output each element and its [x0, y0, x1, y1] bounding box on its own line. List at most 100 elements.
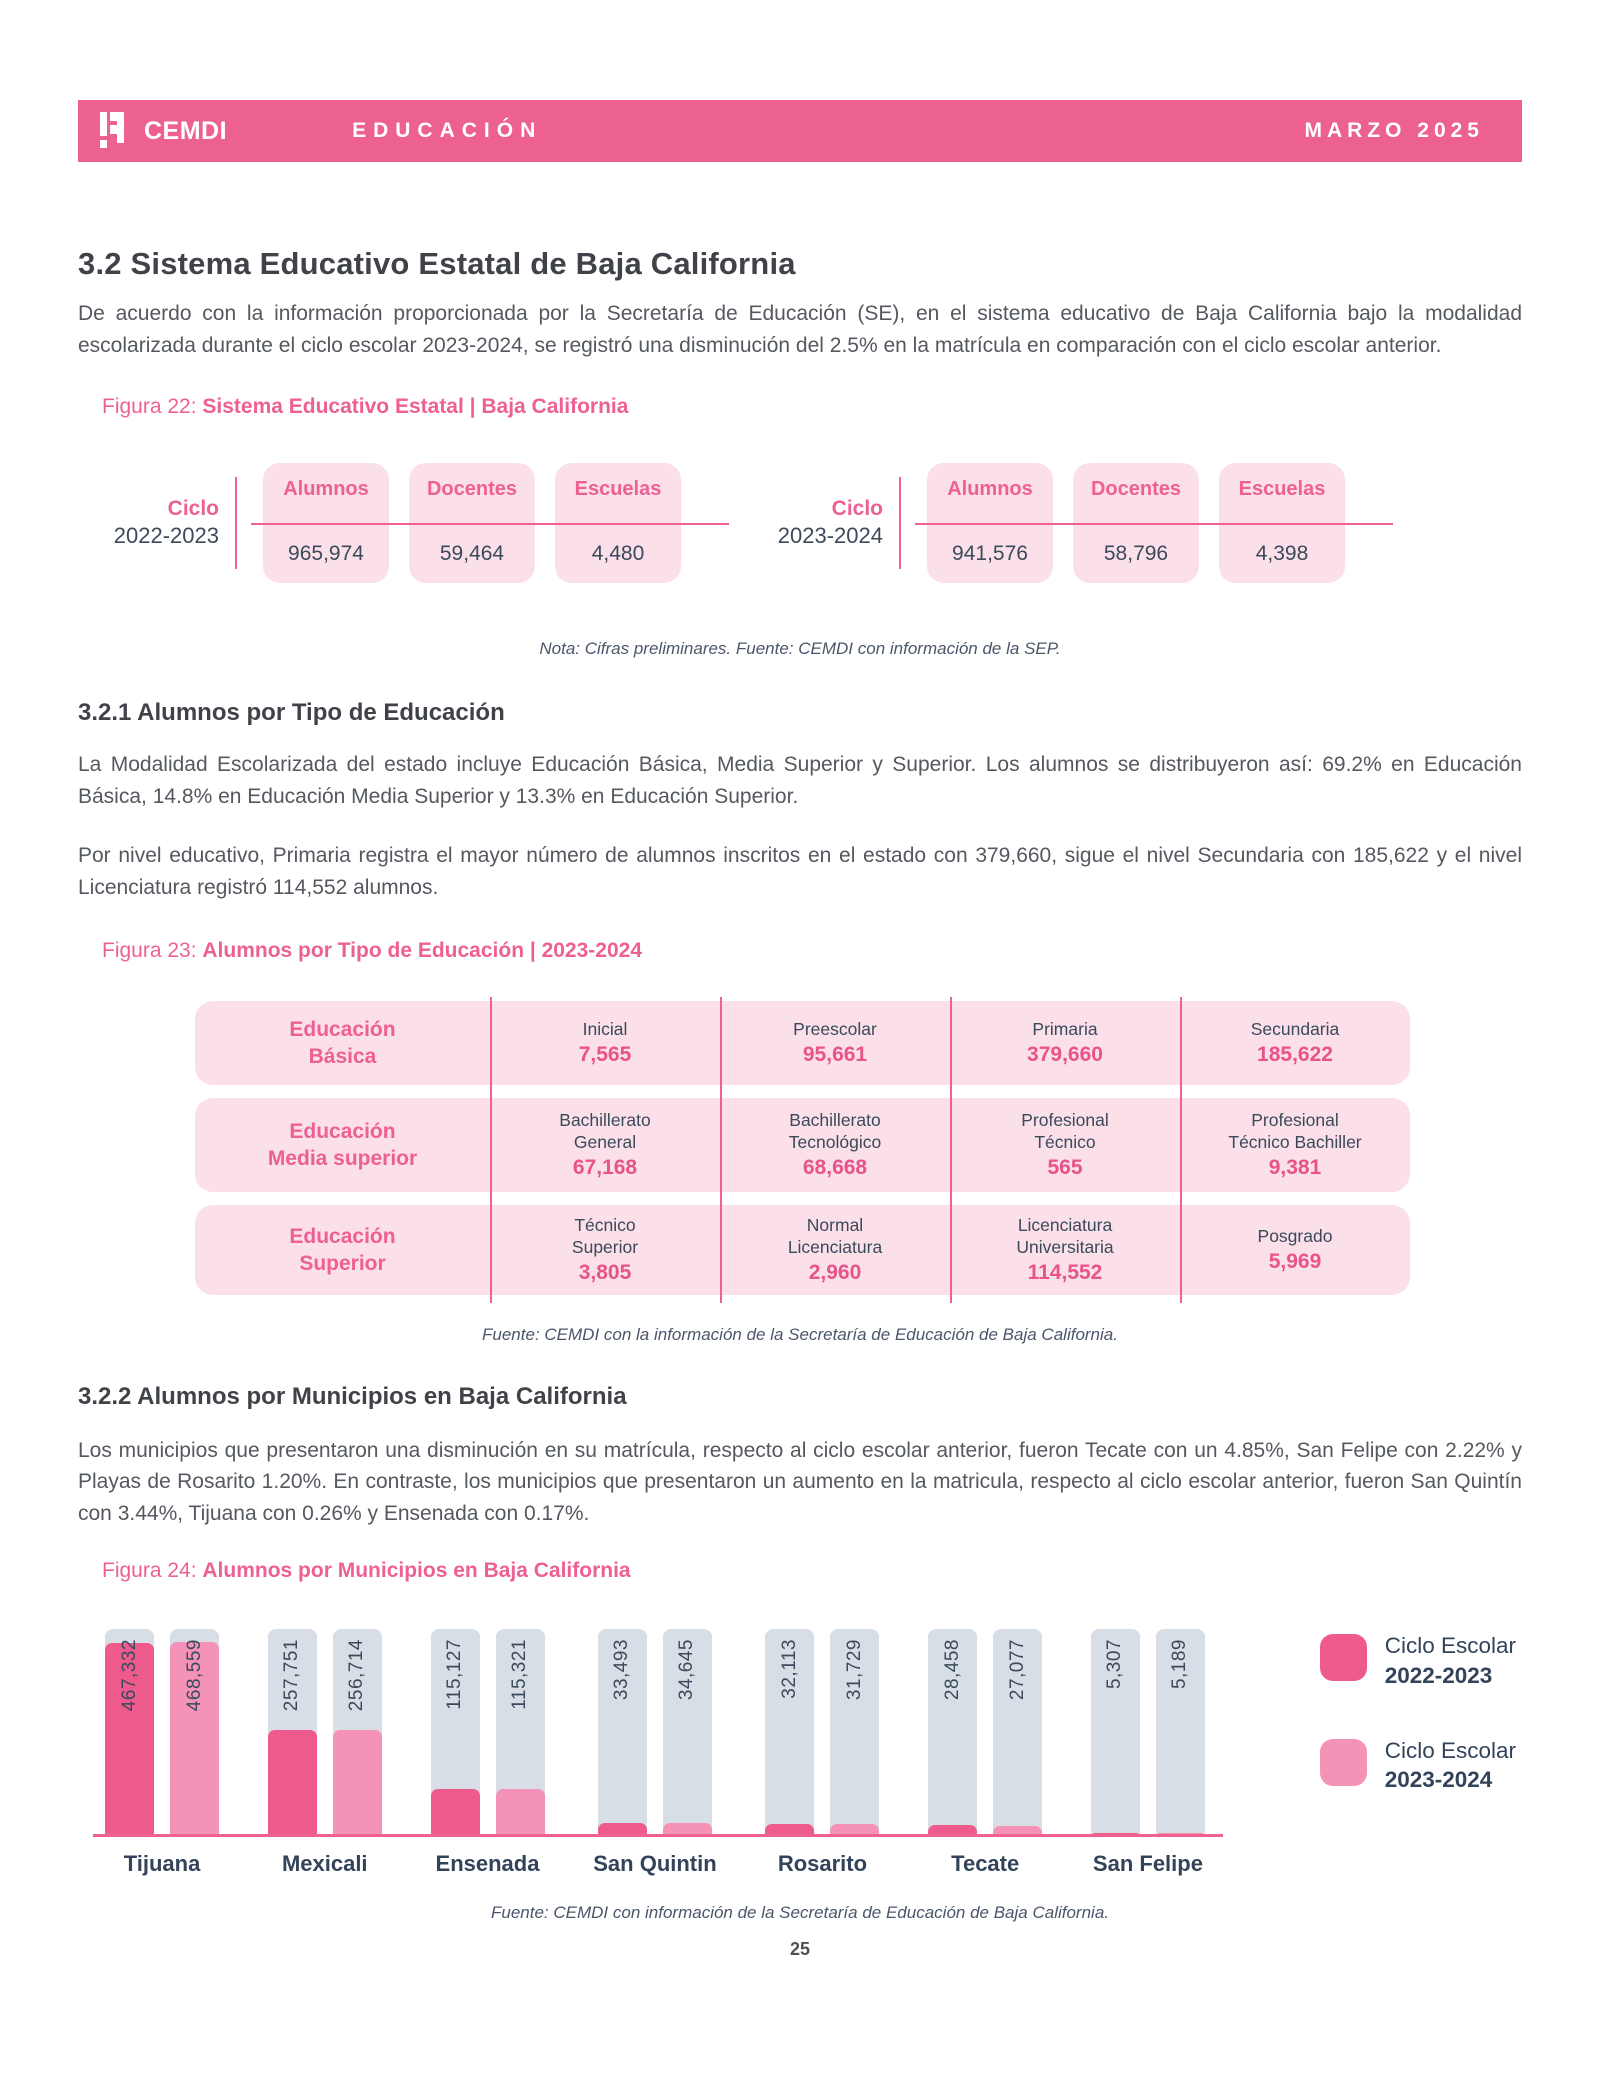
section-3-2-1-paragraph-1: La Modalidad Escolarizada del estado inc…	[78, 753, 1522, 808]
bar-value-label: 27,077	[1006, 1639, 1028, 1701]
x-axis-line	[93, 1834, 1223, 1838]
header-section-title: EDUCACIÓN	[352, 119, 543, 142]
bar-fill	[495, 1789, 545, 1838]
bar-track: 5,307	[1090, 1629, 1140, 1838]
cell-name: Secundaria	[1250, 1019, 1340, 1040]
section-3-2-2-paragraph: Los municipios que presentaron una dismi…	[78, 1438, 1522, 1525]
stat-card-label: Docentes	[1090, 478, 1182, 500]
table-cell: Bachillerato Tecnológico 68,668	[720, 1100, 950, 1190]
legend-item-2022-2023: Ciclo Escolar 2022-2023	[1319, 1631, 1516, 1690]
legend-ciclo: 2022-2023	[1384, 1662, 1493, 1688]
stat-card-value: 58,796	[1103, 542, 1169, 565]
header-date: MARZO 2025	[1304, 119, 1484, 142]
bar-pair: 257,751 256,714	[267, 1629, 382, 1838]
stat-card-value: 4,480	[591, 542, 645, 565]
brand-name: CEMDI	[144, 116, 228, 145]
bar-pair: 32,113 31,729	[765, 1629, 880, 1838]
stat-card-label: Escuelas	[1238, 478, 1326, 500]
cell-name: Profesional Técnico	[1021, 1110, 1109, 1152]
bar-group: 32,113 31,729 Rosarito	[765, 1629, 880, 1877]
figura-23-caption: Figura 23: Alumnos por Tipo de Educación…	[102, 939, 1522, 963]
stat-card-value: 59,464	[439, 542, 505, 565]
cell-name: Preescolar	[793, 1019, 877, 1040]
table-column-divider	[950, 997, 952, 1303]
intro-paragraph: De acuerdo con la información proporcion…	[78, 302, 1522, 357]
table-cell: Preescolar 95,661	[720, 1009, 950, 1077]
bar-value-label: 115,127	[444, 1639, 465, 1711]
bar-fill	[662, 1823, 712, 1838]
table-cell: Secundaria 185,622	[1180, 1009, 1410, 1077]
row-label-line1: Educación	[289, 1017, 396, 1041]
cell-name: Posgrado	[1257, 1225, 1333, 1246]
vertical-divider	[899, 477, 901, 569]
ciclo-2022-2023-group: Ciclo 2022-2023 Alumnos 965,974 Docentes…	[103, 463, 729, 583]
bar-track: 467,332	[105, 1629, 154, 1838]
table-cell: Inicial 7,565	[490, 1009, 720, 1077]
ciclo-label-block: Ciclo 2022-2023	[103, 496, 235, 550]
bar-group: 467,332 468,559 Tijuana	[105, 1629, 219, 1877]
ciclo-word: Ciclo	[167, 497, 219, 521]
bar-fill	[332, 1730, 382, 1838]
bar-pair: 467,332 468,559	[105, 1629, 219, 1838]
ciclo-year: 2023-2024	[777, 523, 883, 549]
figura-23-caption-title: Alumnos por Tipo de Educación | 2023-202…	[202, 939, 642, 962]
cell-value: 67,168	[572, 1155, 638, 1179]
figura-22-caption-prefix: Figura 22:	[102, 395, 203, 418]
bar-value-label: 5,307	[1104, 1639, 1126, 1690]
cell-value: 2,960	[808, 1260, 862, 1284]
bar-track: 256,714	[332, 1629, 382, 1838]
category-label: Tijuana	[123, 1851, 201, 1877]
figura-24-caption-title: Alumnos por Municipios en Baja Californi…	[202, 1559, 631, 1583]
section-3-2-2-heading: 3.2.2 Alumnos por Municipios en Baja Cal…	[78, 1382, 627, 1410]
page-content: CEMDI EDUCACIÓN MARZO 2025 3.2 Sistema E…	[78, 100, 1522, 1960]
table-column-divider	[490, 997, 492, 1303]
table-cell: Licenciatura Universitaria 114,552	[950, 1205, 1180, 1295]
bar-value-label: 256,714	[346, 1639, 368, 1712]
bar-value-label: 5,189	[1169, 1639, 1191, 1690]
ciclo-year: 2022-2023	[113, 523, 219, 549]
legend-text: Ciclo Escolar 2023-2024	[1385, 1736, 1516, 1795]
bar-value-label: 34,645	[676, 1639, 698, 1701]
row-label-line2: Media superior	[267, 1147, 418, 1170]
bar-group: 33,493 34,645 San Quintin	[593, 1629, 717, 1877]
table-row-educacion-superior: Educación Superior Técnico Superior 3,80…	[195, 1205, 1410, 1295]
bar-value-label: 468,559	[183, 1639, 205, 1712]
table-row-educacion-basica: Educación Básica Inicial 7,565 Preescola…	[195, 1001, 1410, 1085]
figura-22-caption-title: Sistema Educativo Estatal | Baja Califor…	[202, 395, 629, 418]
legend-text: Ciclo Escolar 2022-2023	[1385, 1631, 1516, 1690]
section-3-2-1-heading: 3.2.1 Alumnos por Tipo de Educación	[78, 699, 505, 726]
stat-card-value: 4,398	[1255, 542, 1309, 565]
stat-card-label: Docentes	[426, 478, 518, 500]
figura-24-caption-prefix: Figura 24:	[102, 1559, 203, 1583]
legend-swatch	[1319, 1738, 1367, 1786]
vertical-divider	[235, 477, 237, 569]
bar-track: 468,559	[170, 1629, 219, 1838]
figura-24-fuente: Fuente: CEMDI con información de la Secr…	[491, 1903, 1109, 1923]
legend-ciclo: 2023-2024	[1384, 1767, 1493, 1792]
legend-swatch	[1319, 1634, 1367, 1682]
stat-card-label: Escuelas	[574, 478, 662, 500]
cell-value: 379,660	[1027, 1042, 1103, 1066]
category-label: San Quintin	[593, 1851, 717, 1877]
stat-card-value: 941,576	[952, 542, 1028, 565]
category-label: Mexicali	[281, 1851, 368, 1877]
page-number: 25	[789, 1939, 811, 1960]
legend-label: Ciclo Escolar	[1384, 1633, 1516, 1659]
figura-24: 467,332 468,559 Tijuana 257,751 256,714 Mexic…	[78, 1629, 1522, 1877]
bar-track: 115,321	[495, 1629, 545, 1838]
bar-fill	[830, 1824, 880, 1838]
bar-group: 5,307 5,189 San Felipe	[1090, 1629, 1205, 1877]
bar-value-label: 31,729	[843, 1639, 865, 1701]
bar-pair: 5,307 5,189	[1090, 1629, 1205, 1838]
cemdi-brand: CEMDI	[100, 112, 227, 150]
cemdi-logo-icon	[100, 112, 134, 150]
cell-name: Inicial	[582, 1019, 628, 1040]
table-cell: Normal Licenciatura 2,960	[720, 1205, 950, 1295]
cell-value: 9,381	[1268, 1155, 1322, 1179]
row-label: Educación Superior	[195, 1223, 490, 1278]
bar-group: 28,458 27,077 Tecate	[928, 1629, 1043, 1877]
cell-value: 114,552	[1027, 1260, 1103, 1284]
row-label-line1: Educación	[289, 1224, 396, 1248]
bar-fill	[993, 1826, 1043, 1838]
table-cell: Bachillerato General 67,168	[490, 1100, 720, 1190]
